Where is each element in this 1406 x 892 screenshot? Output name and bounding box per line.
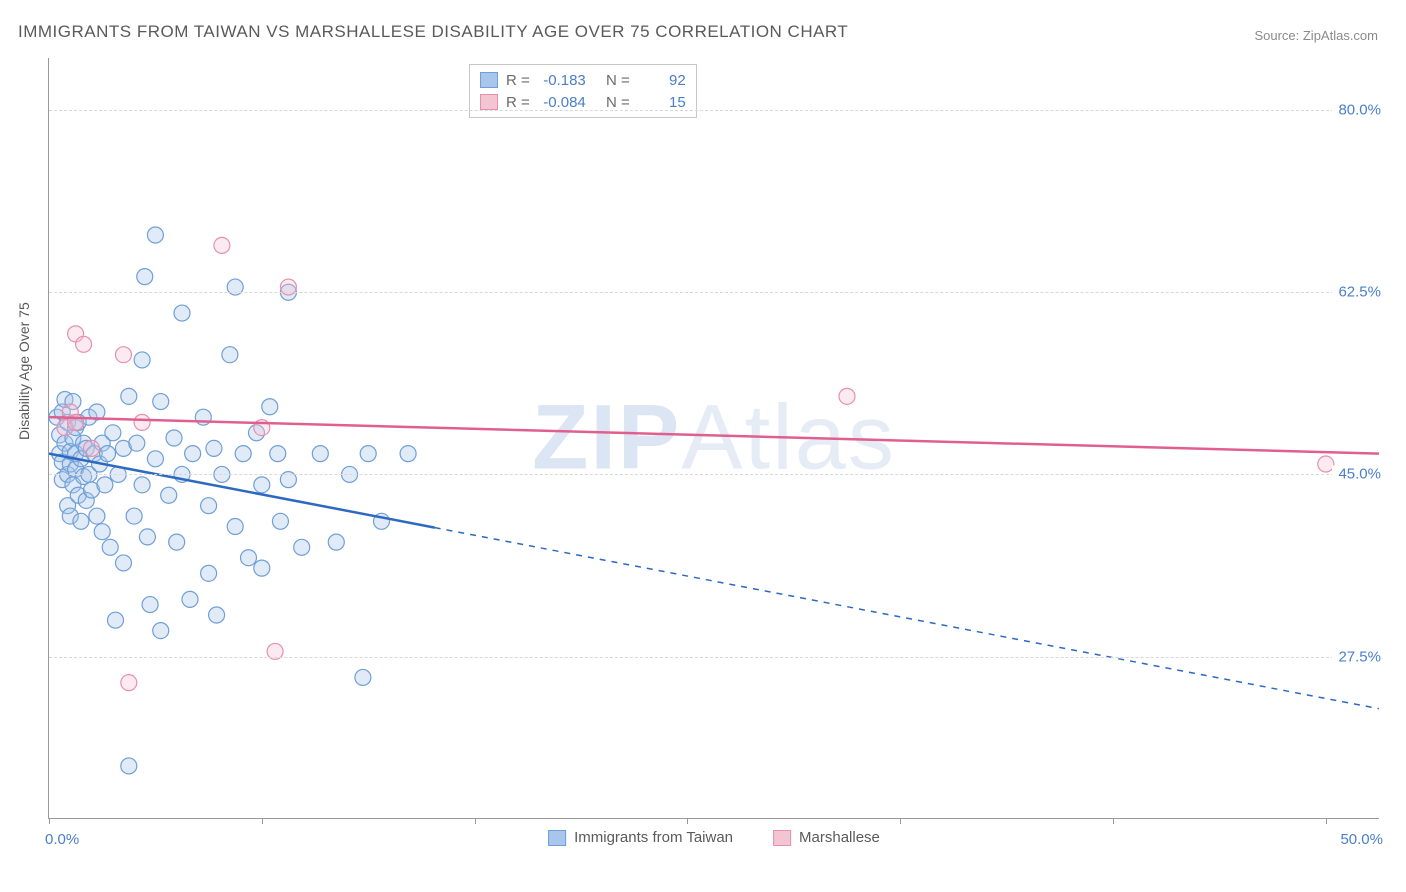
- x-tick: [687, 818, 688, 824]
- data-point: [201, 498, 217, 514]
- chart-title: IMMIGRANTS FROM TAIWAN VS MARSHALLESE DI…: [18, 22, 848, 42]
- legend-item-b: Marshallese: [773, 829, 880, 846]
- data-point: [121, 388, 137, 404]
- legend-item-a: Immigrants from Taiwan: [548, 829, 733, 846]
- data-point: [121, 675, 137, 691]
- data-point: [312, 446, 328, 462]
- data-point: [134, 352, 150, 368]
- data-point: [214, 237, 230, 253]
- swatch-series-b: [773, 830, 791, 846]
- n-label: N =: [606, 72, 630, 89]
- plot-area: ZIPAtlas R = -0.183 N = 92 R = -0.084 N …: [48, 58, 1379, 819]
- gridline: [49, 292, 1379, 293]
- r-label: R =: [506, 72, 530, 89]
- data-point: [161, 487, 177, 503]
- data-point: [241, 550, 257, 566]
- data-point: [94, 524, 110, 540]
- data-point: [84, 440, 100, 456]
- y-axis-label: Disability Age Over 75: [16, 302, 32, 440]
- gridline: [49, 657, 1379, 658]
- x-tick: [1326, 818, 1327, 824]
- data-point: [153, 623, 169, 639]
- correlation-row: R = -0.183 N = 92: [480, 69, 686, 91]
- legend-label: Immigrants from Taiwan: [574, 829, 733, 846]
- data-point: [147, 451, 163, 467]
- data-point: [185, 446, 201, 462]
- n-value: 92: [638, 72, 686, 89]
- r-label: R =: [506, 94, 530, 111]
- data-point: [227, 518, 243, 534]
- data-point: [139, 529, 155, 545]
- data-point: [134, 414, 150, 430]
- data-point: [206, 440, 222, 456]
- data-point: [400, 446, 416, 462]
- gridline: [49, 474, 1379, 475]
- data-point: [126, 508, 142, 524]
- data-point: [270, 446, 286, 462]
- data-point: [89, 508, 105, 524]
- data-point: [201, 565, 217, 581]
- series-legend: Immigrants from Taiwan Marshallese: [548, 829, 880, 846]
- data-point: [102, 539, 118, 555]
- swatch-series-b: [480, 94, 498, 110]
- data-point: [115, 347, 131, 363]
- data-point: [355, 669, 371, 685]
- r-value: -0.183: [538, 72, 586, 89]
- plot-svg: [49, 58, 1379, 818]
- data-point: [166, 430, 182, 446]
- data-point: [235, 446, 251, 462]
- data-point: [254, 560, 270, 576]
- data-point: [262, 399, 278, 415]
- data-point: [254, 477, 270, 493]
- data-point: [73, 513, 89, 529]
- y-tick-label: 27.5%: [1332, 648, 1381, 665]
- data-point: [121, 758, 137, 774]
- data-point: [294, 539, 310, 555]
- x-min-label: 0.0%: [45, 831, 79, 848]
- data-point: [328, 534, 344, 550]
- source-label: Source:: [1254, 28, 1302, 43]
- data-point: [174, 305, 190, 321]
- data-point: [142, 597, 158, 613]
- data-point: [134, 477, 150, 493]
- legend-label: Marshallese: [799, 829, 880, 846]
- x-tick: [900, 818, 901, 824]
- x-max-label: 50.0%: [1340, 831, 1383, 848]
- data-point: [272, 513, 288, 529]
- trend-line-extrapolated: [435, 528, 1379, 709]
- y-tick-label: 62.5%: [1332, 284, 1381, 301]
- data-point: [153, 394, 169, 410]
- swatch-series-a: [548, 830, 566, 846]
- swatch-series-a: [480, 72, 498, 88]
- x-tick: [475, 818, 476, 824]
- source-value: ZipAtlas.com: [1303, 28, 1378, 43]
- y-tick-label: 80.0%: [1332, 102, 1381, 119]
- n-label: N =: [606, 94, 630, 111]
- x-tick: [262, 818, 263, 824]
- data-point: [105, 425, 121, 441]
- data-point: [182, 591, 198, 607]
- data-point: [1318, 456, 1334, 472]
- x-tick: [49, 818, 50, 824]
- r-value: -0.084: [538, 94, 586, 111]
- y-tick-label: 45.0%: [1332, 466, 1381, 483]
- data-point: [147, 227, 163, 243]
- n-value: 15: [638, 94, 686, 111]
- data-point: [97, 477, 113, 493]
- data-point: [137, 269, 153, 285]
- data-point: [100, 446, 116, 462]
- data-point: [129, 435, 145, 451]
- data-point: [209, 607, 225, 623]
- data-point: [839, 388, 855, 404]
- gridline: [49, 110, 1379, 111]
- data-point: [115, 555, 131, 571]
- data-point: [222, 347, 238, 363]
- data-point: [169, 534, 185, 550]
- data-point: [360, 446, 376, 462]
- source-attribution: Source: ZipAtlas.com: [1254, 28, 1378, 43]
- data-point: [76, 336, 92, 352]
- x-tick: [1113, 818, 1114, 824]
- data-point: [108, 612, 124, 628]
